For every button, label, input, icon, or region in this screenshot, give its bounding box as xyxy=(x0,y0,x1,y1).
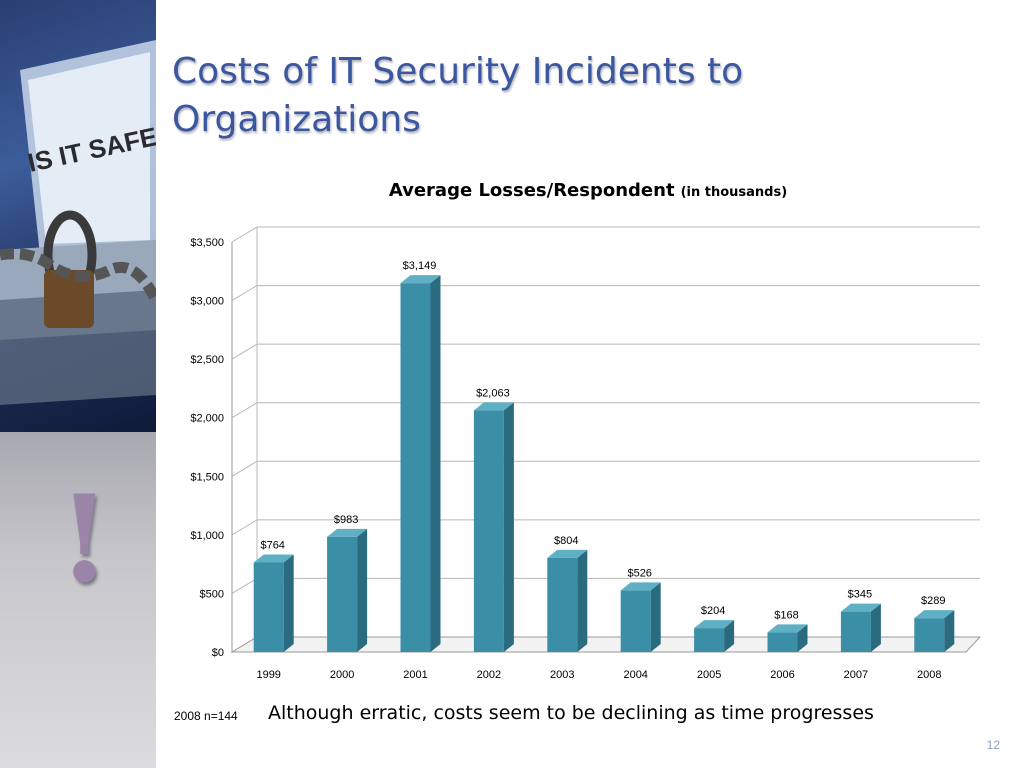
data-label: $345 xyxy=(848,589,872,601)
bar-side xyxy=(357,528,368,652)
bar-chart: Average Losses/Respondent (in thousands) … xyxy=(190,180,982,681)
gridline-depth xyxy=(231,402,258,419)
y-tick-label: $2,500 xyxy=(190,354,224,366)
gridline-depth xyxy=(231,519,258,536)
bar-front xyxy=(327,536,358,652)
bar-side xyxy=(503,402,514,652)
bar-front xyxy=(547,557,578,652)
bar-2006 xyxy=(767,624,808,652)
data-label: $3,149 xyxy=(403,260,437,272)
gridline-depth xyxy=(231,577,258,594)
x-tick-label: 2004 xyxy=(623,669,647,681)
bars xyxy=(253,275,955,652)
bar-front xyxy=(914,618,945,652)
x-tick-label: 2007 xyxy=(844,669,868,681)
slide-number: 12 xyxy=(986,738,1000,752)
bar-side xyxy=(797,624,808,652)
bar-front xyxy=(473,410,504,652)
sample-size-note: 2008 n=144 xyxy=(174,709,238,723)
bar-top xyxy=(253,554,294,563)
data-label: $2,063 xyxy=(476,387,510,399)
gridline-depth xyxy=(231,343,258,360)
chart-title: Average Losses/Respondent (in thousands) xyxy=(389,180,787,201)
y-tick-label: $3,000 xyxy=(190,296,224,308)
data-label: $764 xyxy=(260,540,284,552)
bar-2003 xyxy=(547,549,588,652)
data-labels: $764 $983 $3,149 $2,063 $804 $526 $204 $168 $345… xyxy=(260,260,945,621)
slide-caption: Although erratic, costs seem to be decli… xyxy=(268,702,874,724)
bar-side xyxy=(430,275,441,652)
data-label: $526 xyxy=(627,567,651,579)
bar-2002 xyxy=(473,402,514,652)
exclamation-icon: ! xyxy=(58,469,111,610)
bar-front xyxy=(400,283,431,652)
x-tick-label: 2008 xyxy=(917,669,941,681)
data-label: $804 xyxy=(554,535,578,547)
y-tick-label: $2,000 xyxy=(190,413,224,425)
bar-side xyxy=(283,554,294,652)
page-title: Costs of IT Security Incidents to Organi… xyxy=(172,51,744,140)
bar-side xyxy=(577,549,588,652)
data-label: $983 xyxy=(334,514,358,526)
laptop-padlock-photo: IS IT SAFE? xyxy=(0,0,156,432)
bar-top xyxy=(547,549,588,558)
bar-2000 xyxy=(327,528,368,652)
padlock-icon xyxy=(44,270,94,328)
bar-top xyxy=(694,620,735,629)
data-label: $204 xyxy=(701,605,725,617)
bar-2004 xyxy=(620,582,661,652)
sidebar-decoration: IS IT SAFE? ! xyxy=(0,0,156,768)
bar-front xyxy=(253,562,284,652)
x-tick-label: 2002 xyxy=(477,669,501,681)
bar-front xyxy=(840,611,871,652)
bar-side xyxy=(944,610,955,652)
bar-side xyxy=(724,620,735,652)
gridline-depth xyxy=(231,285,258,302)
y-tick-label: $500 xyxy=(200,588,224,600)
bar-front xyxy=(767,632,798,652)
bar-2007 xyxy=(840,603,881,652)
bar-side xyxy=(650,582,661,652)
y-tick-label: $1,500 xyxy=(190,471,224,483)
laptop-illustration: IS IT SAFE? xyxy=(0,40,156,405)
x-tick-label: 2000 xyxy=(330,669,354,681)
bar-side xyxy=(870,603,881,652)
y-tick-label: $0 xyxy=(212,647,224,659)
bar-top xyxy=(767,624,808,633)
bar-top xyxy=(620,582,661,591)
y-tick-label: $1,000 xyxy=(190,530,224,542)
x-tick-label: 2003 xyxy=(550,669,574,681)
bar-top xyxy=(914,610,955,619)
x-tick-label: 2006 xyxy=(770,669,794,681)
bar-top xyxy=(840,603,881,612)
data-label: $289 xyxy=(921,595,945,607)
gridline-depth xyxy=(231,460,258,477)
x-axis: 1999 2000 2001 2002 2003 2004 2005 2006 2007 2008 xyxy=(256,669,941,681)
bar-1999 xyxy=(253,554,294,652)
bar-top xyxy=(473,402,514,411)
x-tick-label: 2005 xyxy=(697,669,721,681)
x-tick-label: 1999 xyxy=(256,669,280,681)
gridline-depth xyxy=(231,226,258,243)
bar-front xyxy=(620,590,651,652)
bar-top xyxy=(327,528,368,537)
data-label: $168 xyxy=(774,609,798,621)
bar-2008 xyxy=(914,610,955,652)
bar-top xyxy=(400,275,441,284)
x-tick-label: 2001 xyxy=(403,669,427,681)
y-tick-label: $3,500 xyxy=(190,237,224,249)
sidebar-lower-panel xyxy=(0,432,156,768)
bar-2001 xyxy=(400,275,441,652)
bar-front xyxy=(694,628,725,652)
bar-2005 xyxy=(694,620,735,652)
